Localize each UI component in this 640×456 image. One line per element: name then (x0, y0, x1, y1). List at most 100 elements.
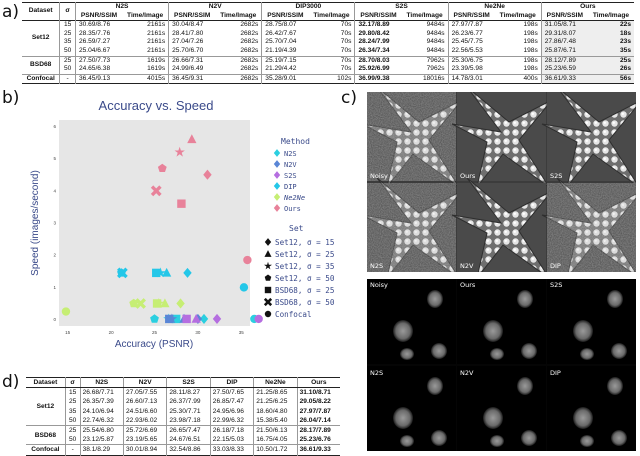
table-cell: 2161s (147, 38, 166, 46)
table-cell: 198s (523, 29, 538, 37)
table-cell: 25.92/6.99 (354, 65, 402, 75)
table-cell: 24.10/6.94 (79, 406, 124, 416)
table-cell: 26.35/7.39 (79, 397, 124, 407)
y-tick-label: 0 (53, 317, 56, 322)
data-point (239, 283, 249, 292)
dataset-cell: BSD68 (30, 60, 52, 68)
method-header: Ne2Ne (447, 2, 542, 12)
table-cell: 198s (523, 56, 538, 64)
data-point (165, 314, 174, 324)
table-cell: 15.38/5.40 (253, 415, 298, 426)
table-cell: 36.61/9.33 (296, 444, 340, 456)
table-cell: 2161s (147, 29, 166, 37)
table-cell: 23.19/5.65 (122, 435, 167, 445)
table-cell: 14.78/3.01 (447, 74, 495, 84)
table-cell: 70s (340, 46, 352, 54)
method-header: DIP3000 (261, 2, 355, 12)
panel-label-d: d) (2, 372, 20, 392)
sigma-cell: 50 (64, 415, 81, 426)
table-cell: 25.70/6.70 (168, 46, 216, 57)
data-point (176, 298, 185, 309)
legend-title-method: Method (281, 137, 310, 146)
table-row: Confocal -36.45/9.13 4015s 36.45/9.31 2682s 3… (22, 74, 634, 84)
sigma-cell: 25 (64, 397, 81, 407)
accuracy-vs-speed-chart: Accuracy vs. Speed 15 20 25 30 35 0 1 2 3 4 5 6 Accur… (30, 98, 334, 350)
table-row: 50 23.12/5.87 23.19/5.65 24.67/6.51 22.15/5.… (26, 435, 340, 445)
table-cell: 2682s (240, 38, 259, 46)
table-row: 35 26.59/7.27 2161s 27.04/7.26 2682s 25.70/7.… (22, 38, 634, 47)
table-cell: 24.95/6.96 (209, 406, 254, 416)
table-cell: 25.04/6.67 (74, 46, 123, 57)
table-cell: 9484s (426, 21, 445, 29)
cell-nucleus (580, 435, 594, 447)
tile-label: N2V (460, 369, 474, 377)
legend-label: N2S (284, 150, 297, 158)
cell-nucleus (431, 343, 447, 359)
panel-label-a: a) (2, 2, 20, 22)
data-point (157, 163, 167, 172)
table-cell: 198s (523, 65, 538, 73)
legend-marker (264, 274, 272, 281)
cell-nucleus (393, 320, 413, 342)
legend-marker (273, 193, 281, 201)
table-cell: 22.56/5.53 (447, 46, 495, 57)
table-row: 50 25.04/6.67 2161s 25.70/6.70 2682s 21.19/4.… (22, 46, 634, 57)
tile-label: Noisy (370, 172, 388, 180)
cell-nucleus (521, 343, 537, 359)
data-point (212, 313, 222, 324)
legend-marker (273, 160, 281, 168)
table-cell: 26.42/7.67 (261, 29, 309, 39)
y-tick-label: 1 (53, 285, 56, 290)
dataset-cell: Set12 (36, 403, 55, 410)
data-point (177, 199, 186, 208)
legend-label: Set12, σ = 15 (275, 238, 334, 247)
data-point (187, 134, 197, 144)
table-cell: 25.54/6.80 (79, 425, 124, 436)
sub-header-psnr: PSNR/SSIM (447, 11, 495, 21)
table-cell: 2682s (240, 74, 259, 82)
table-row: Confocal -38.1/8.29 30.01/8.94 32.54/8.86 33… (26, 444, 340, 456)
sigma-cell: 35 (59, 38, 76, 47)
sigma-cell: - (64, 444, 81, 456)
table-cell: 28.70/8.03 (354, 56, 402, 66)
cell-nucleus (490, 348, 504, 360)
table-cell: 1619s (147, 65, 166, 73)
table-cell: 33.03/8.33 (209, 444, 254, 456)
table-cell: 22.74/6.32 (79, 415, 124, 426)
table-cell: 2682s (240, 56, 259, 64)
table-cell: 21.25/8.65 (253, 387, 298, 398)
table-cell: 26.60/7.13 (122, 397, 167, 407)
table-cell: 27.50/7.65 (209, 387, 254, 398)
table-cell: 35s (587, 46, 634, 57)
column-header: Ours (296, 377, 340, 389)
cell-nucleus (611, 430, 627, 446)
table-cell: 36.45/9.31 (168, 74, 216, 84)
table-cell: 24.65/6.38 (74, 65, 123, 75)
table-cell: 7962s (426, 56, 445, 64)
y-tick-label: 3 (53, 221, 56, 226)
table-cell: 2682s (240, 46, 259, 54)
legend-label: BSD68, σ = 50 (275, 298, 334, 307)
table-cell: 28.75/8.07 (261, 20, 309, 30)
table-cell: 70s (340, 21, 352, 29)
table-cell: 26.85/7.47 (209, 397, 254, 407)
tile-label: N2V (460, 262, 474, 270)
table-cell: 35.28/9.01 (261, 74, 309, 84)
table-cell: 27.97/7.87 (296, 406, 340, 416)
sub-header-time: Time/Image (406, 11, 443, 19)
cell-nucleus (483, 320, 503, 342)
cell-nucleus (427, 290, 443, 308)
table-cell: 30.01/8.94 (122, 444, 167, 456)
table-cell: 32.17/8.89 (354, 20, 402, 30)
table-cell: 25.30/7.71 (166, 406, 211, 416)
panel-label-c: c) (341, 88, 357, 108)
confocal-image-grid: Noisy Ours S2S N2S N2V DIP (367, 279, 636, 451)
column-header: S2S (166, 377, 211, 389)
table-cell: 10.50/1.72 (253, 444, 298, 456)
table-cell: 2161s (147, 21, 166, 29)
column-header: Dataset (26, 377, 66, 389)
table-row: BSD68 25 25.54/6.80 25.72/6.69 26.65/7.47 26.… (26, 425, 340, 439)
table-cell: 26s (587, 65, 634, 75)
column-header: N2V (122, 377, 167, 389)
legend-label: Set12, σ = 35 (275, 262, 334, 271)
